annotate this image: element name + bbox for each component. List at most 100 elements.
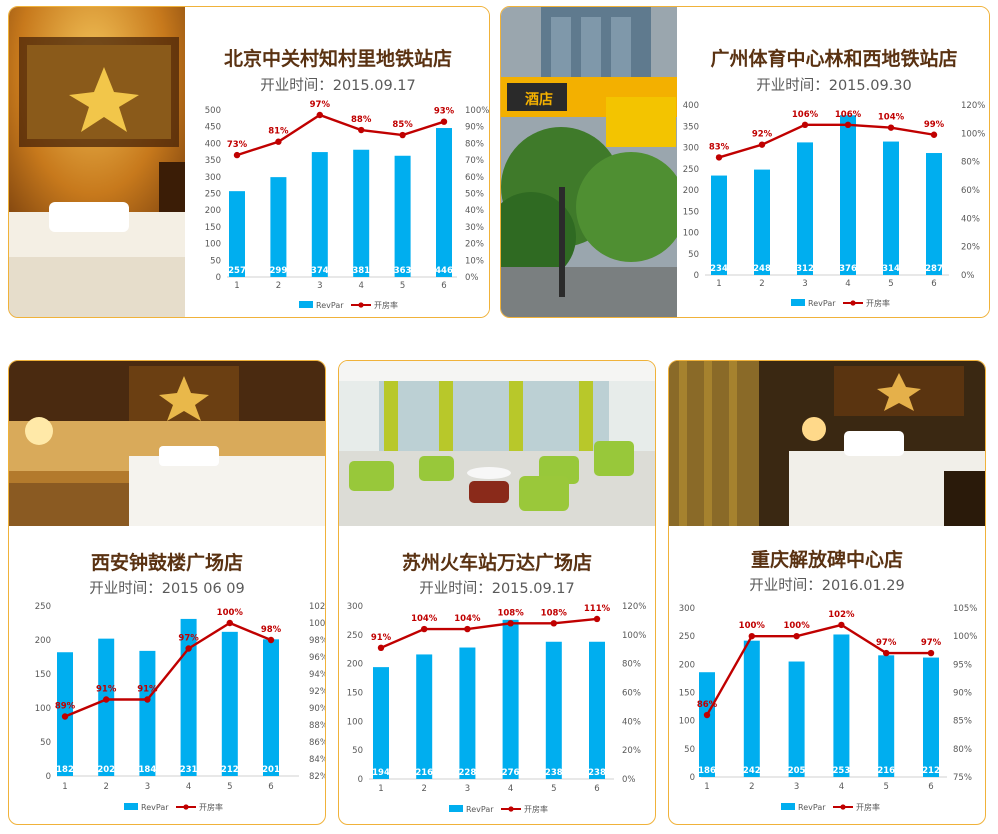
revpar-bar: [926, 153, 942, 275]
y-tick-label: 50: [688, 250, 699, 260]
opening-date: 开业时间：2015 06 09: [89, 581, 245, 597]
store-title: 西安钟鼓楼广场店: [90, 552, 243, 574]
y-tick-label: 400: [205, 139, 221, 149]
occupancy-point: [103, 696, 110, 703]
occupancy-value-label: 89%: [55, 702, 76, 712]
y2-tick-label: 100%: [622, 631, 646, 641]
y2-tick-label: 88%: [309, 721, 326, 731]
revpar-value-label: 374: [311, 266, 329, 276]
revpar-bar: [883, 141, 899, 275]
store-title: 广州体育中心林和西地铁站店: [710, 48, 958, 70]
occupancy-value-label: 97%: [876, 638, 897, 648]
y-tick-label: 500: [205, 106, 221, 116]
occupancy-point: [758, 141, 766, 148]
y2-tick-label: 60%: [465, 173, 484, 183]
y-tick-label: 200: [679, 660, 695, 670]
occupancy-point: [883, 649, 890, 657]
occupancy-line: [64, 621, 272, 718]
occupancy-line: [380, 617, 598, 649]
x-tick-label: 6: [928, 782, 933, 792]
y2-tick-label: 80%: [465, 139, 484, 149]
y2-tick-label: 80%: [961, 158, 980, 168]
revpar-bar: [436, 128, 452, 277]
occupancy-value-label: 91%: [137, 685, 158, 695]
y-tick-label: 350: [205, 156, 221, 166]
y-tick-label: 150: [35, 670, 51, 680]
occupancy-point: [185, 645, 192, 652]
occupancy-point: [838, 621, 845, 629]
occupancy-value-label: 98%: [261, 625, 282, 635]
x-tick-label: 2: [103, 782, 108, 792]
y-tick-label: 200: [35, 636, 51, 646]
x-tick-label: 4: [845, 279, 850, 289]
y-tick-label: 350: [683, 122, 699, 132]
revpar-bar: [754, 169, 770, 275]
revpar-value-label: 212: [221, 765, 239, 775]
hotel-exterior-photo: 酒店: [501, 7, 683, 317]
y2-tick-label: 40%: [622, 717, 641, 727]
revpar-value-label: 184: [139, 765, 157, 775]
occupancy-value-label: 91%: [371, 633, 392, 643]
legend-marker-occupancy: [850, 300, 856, 306]
occupancy-point: [507, 620, 514, 627]
hotel-sign: 酒店: [525, 92, 553, 108]
occupancy-point: [267, 636, 275, 644]
revpar-bar: [270, 177, 287, 277]
revpar-value-label: 216: [877, 766, 895, 776]
x-tick-label: 4: [358, 281, 363, 291]
y2-tick-label: 20%: [465, 240, 484, 250]
legend-marker-occupancy: [358, 302, 364, 308]
revpar-value-label: 228: [459, 768, 477, 778]
occupancy-value-label: 99%: [924, 120, 945, 130]
revpar-value-label: 248: [753, 264, 771, 274]
revpar-bar: [788, 661, 805, 777]
revpar-value-label: 314: [882, 264, 900, 274]
revpar-bar: [353, 149, 370, 277]
x-tick-label: 3: [802, 279, 807, 289]
store-chart: 0 50 100 150 200 250 82% 84% 86% 88% 90% 92% 94% 96% 9…: [35, 602, 326, 812]
legend-label-occupancy: 开房率: [199, 802, 223, 812]
store-chart: 0 50 100 150 200 250 300 75% 80% 85% 90% 95% 100% 105…: [679, 604, 978, 812]
revpar-bar: [833, 634, 850, 777]
y2-tick-label: 96%: [309, 653, 326, 663]
revpar-value-label: 312: [796, 264, 814, 274]
y2-tick-label: 40%: [961, 214, 980, 224]
y-tick-label: 150: [683, 207, 699, 217]
x-tick-label: 1: [716, 279, 721, 289]
revpar-value-label: 257: [228, 266, 246, 276]
occupancy-value-label: 88%: [351, 115, 372, 125]
y2-tick-label: 0%: [465, 273, 479, 283]
occupancy-point: [930, 131, 938, 138]
y-tick-label: 150: [679, 689, 695, 699]
y2-tick-label: 10%: [465, 256, 484, 266]
y2-tick-label: 70%: [465, 156, 484, 166]
legend-swatch-revpar: [299, 301, 313, 308]
x-tick-label: 6: [594, 784, 599, 794]
legend-label-occupancy: 开房率: [866, 298, 890, 308]
y-tick-label: 50: [210, 256, 221, 266]
y2-tick-label: 84%: [309, 755, 326, 765]
revpar-value-label: 363: [394, 266, 412, 276]
revpar-bar: [840, 115, 856, 275]
occupancy-value-label: 104%: [411, 614, 438, 624]
occupancy-value-label: 102%: [828, 610, 855, 620]
y-tick-label: 0: [358, 775, 363, 785]
x-tick-label: 5: [227, 782, 232, 792]
y2-tick-label: 85%: [953, 717, 972, 727]
store-card-suzhou: 苏州火车站万达广场店 开业时间：2015.09.17 0 50 100 150 200 2…: [338, 360, 656, 825]
revpar-value-label: 186: [698, 766, 716, 776]
x-tick-label: 2: [276, 281, 281, 291]
store-title: 北京中关村知村里地铁站店: [223, 48, 452, 70]
revpar-value-label: 202: [97, 765, 115, 775]
y2-tick-label: 60%: [961, 186, 980, 196]
occupancy-point: [793, 632, 800, 640]
y2-tick-label: 90%: [309, 704, 326, 714]
x-tick-label: 6: [931, 279, 936, 289]
revpar-bar: [139, 650, 156, 776]
x-tick-label: 3: [794, 782, 799, 792]
legend-label-revpar: RevPar: [466, 805, 494, 814]
occupancy-point: [464, 625, 471, 633]
y2-tick-label: 20%: [622, 746, 641, 756]
store-chart: 0 50 100 150 200 250 300 350 400 450 500 0% 10% 20% 30…: [205, 100, 489, 310]
x-tick-label: 1: [62, 782, 67, 792]
